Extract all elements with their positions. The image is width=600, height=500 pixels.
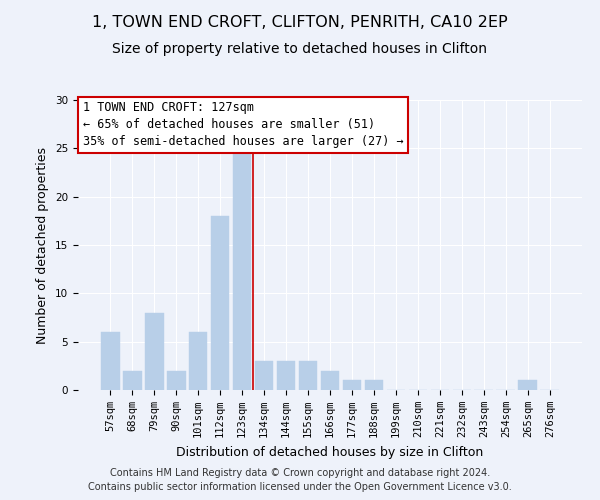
Text: Size of property relative to detached houses in Clifton: Size of property relative to detached ho… [113,42,487,56]
Bar [233,148,251,390]
Bar [277,361,295,390]
X-axis label: Distribution of detached houses by size in Clifton: Distribution of detached houses by size … [176,446,484,458]
Text: Contains HM Land Registry data © Crown copyright and database right 2024.
Contai: Contains HM Land Registry data © Crown c… [88,468,512,492]
Bar [343,380,361,390]
Bar [299,361,317,390]
Bar [320,370,340,390]
Bar [167,370,185,390]
Bar [211,216,229,390]
Bar [123,370,142,390]
Text: 1 TOWN END CROFT: 127sqm
← 65% of detached houses are smaller (51)
35% of semi-d: 1 TOWN END CROFT: 127sqm ← 65% of detach… [83,102,404,148]
Bar [365,380,383,390]
Y-axis label: Number of detached properties: Number of detached properties [37,146,49,344]
Bar [518,380,537,390]
Bar [255,361,274,390]
Bar [145,312,164,390]
Bar [189,332,208,390]
Text: 1, TOWN END CROFT, CLIFTON, PENRITH, CA10 2EP: 1, TOWN END CROFT, CLIFTON, PENRITH, CA1… [92,15,508,30]
Bar [101,332,119,390]
